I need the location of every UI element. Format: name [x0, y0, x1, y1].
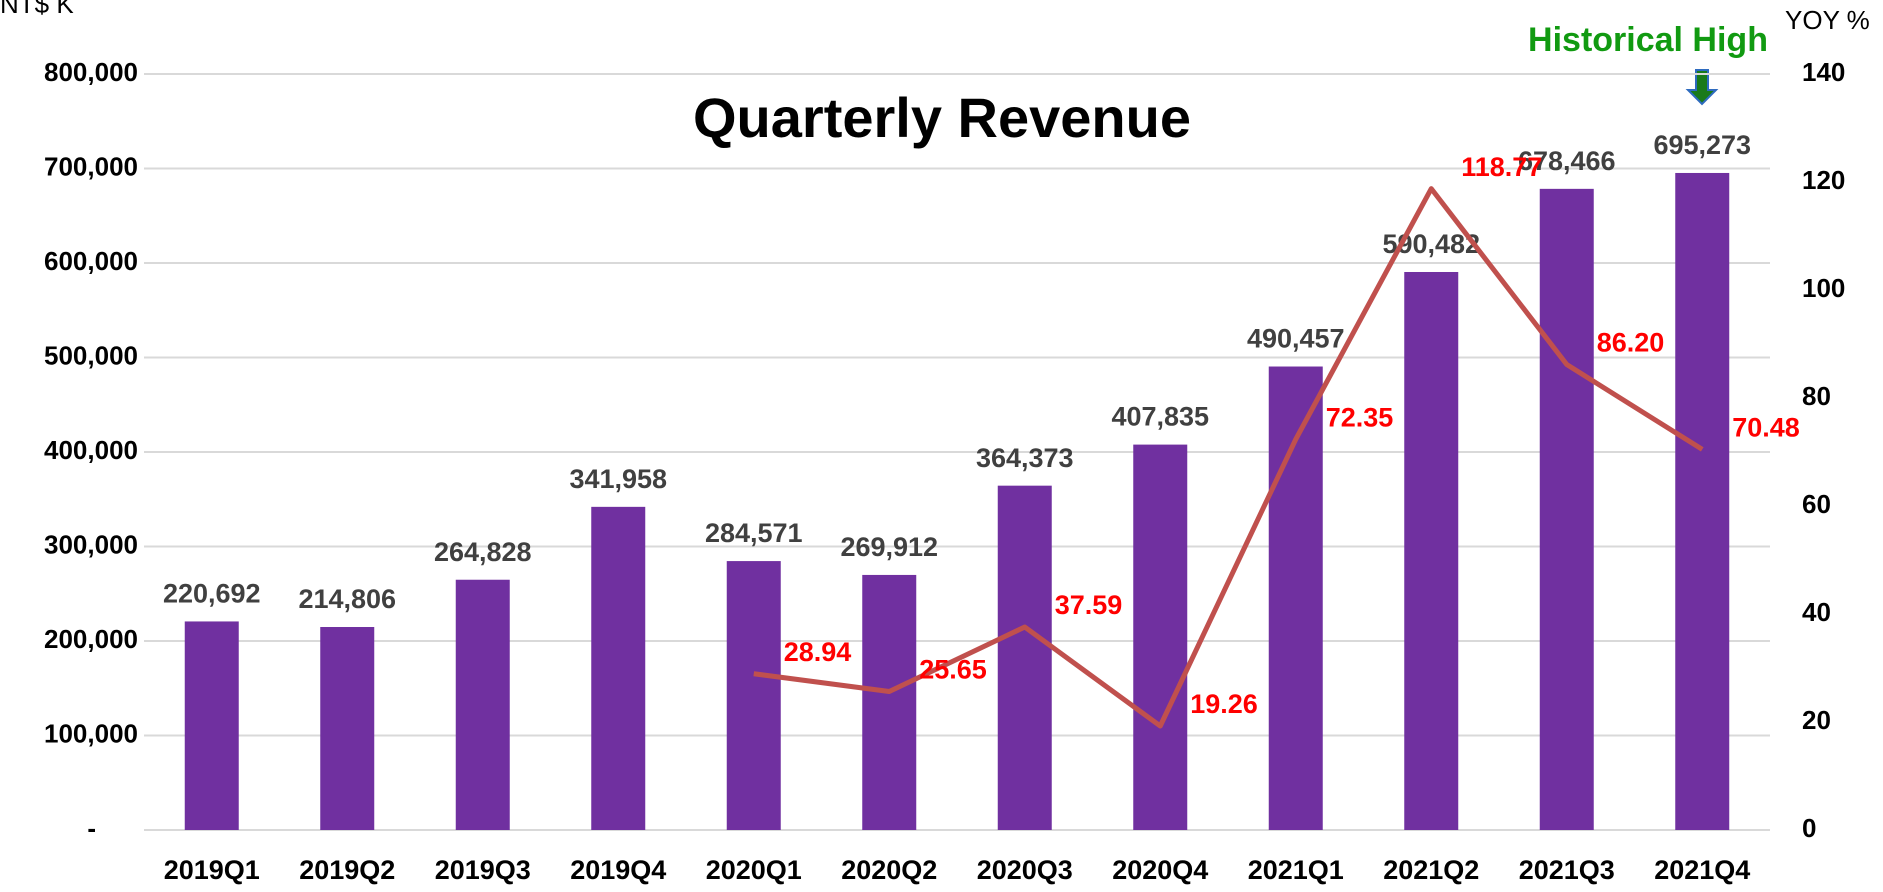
y2-tick-label: 20	[1802, 705, 1831, 735]
line-value-label: 118.77	[1461, 152, 1542, 182]
x-tick-label: 2019Q1	[164, 855, 260, 885]
bar-value-label: 220,692	[163, 579, 261, 609]
x-tick-label: 2019Q3	[435, 855, 531, 885]
bar-value-label: 214,806	[298, 584, 396, 614]
bar-value-label: 269,912	[840, 532, 938, 562]
y-tick-label: 600,000	[44, 246, 138, 276]
bar	[1539, 188, 1594, 831]
bar	[455, 579, 510, 830]
x-tick-label: 2020Q2	[841, 855, 937, 885]
y-tick-label: -	[87, 813, 96, 843]
line-value-label: 25.65	[919, 655, 987, 685]
x-tick-label: 2021Q1	[1248, 855, 1344, 885]
x-tick-label: 2021Q4	[1654, 855, 1750, 885]
line-value-label: 28.94	[784, 637, 852, 667]
y2-tick-label: 40	[1802, 597, 1831, 627]
y2-axis-label: YOY %	[1785, 5, 1870, 35]
y-tick-label: 100,000	[44, 718, 138, 748]
bar	[184, 621, 239, 830]
line	[753, 186, 1704, 729]
bar	[320, 627, 375, 830]
bar	[862, 574, 917, 830]
annotation: Historical High	[1528, 21, 1768, 59]
x-tick-label: 2019Q2	[299, 855, 395, 885]
bar-value-label: 678,466	[1518, 146, 1616, 176]
bar	[1404, 271, 1459, 830]
x-tick-label: 2020Q3	[977, 855, 1073, 885]
y2-tick-label: 0	[1802, 813, 1816, 843]
x-tick-label: 2021Q2	[1383, 855, 1479, 885]
y2-tick-label: 120	[1802, 165, 1845, 195]
y2-tick-label: 140	[1802, 57, 1845, 87]
annotation-arrow	[1685, 69, 1719, 106]
y2-tick-label: 60	[1802, 489, 1831, 519]
line-value-label: 72.35	[1326, 402, 1394, 432]
y-tick-label: 400,000	[44, 435, 138, 465]
x-tick-label: 2021Q3	[1519, 855, 1615, 885]
bar-value-label: 364,373	[976, 443, 1074, 473]
bar	[1675, 172, 1730, 830]
bar	[726, 561, 781, 830]
bar-value-label: 341,958	[569, 464, 667, 494]
x-tick-label: 2019Q4	[570, 855, 666, 885]
x-tick-label: 2020Q4	[1112, 855, 1208, 885]
y-tick-label: 200,000	[44, 624, 138, 654]
line-value-label: 19.26	[1190, 689, 1258, 719]
bar-value-label: 695,273	[1653, 130, 1751, 160]
y-tick-label: 300,000	[44, 529, 138, 559]
line-value-label: 37.59	[1055, 590, 1123, 620]
bar	[997, 485, 1052, 830]
bar-value-label: 407,835	[1111, 402, 1209, 432]
bar-value-label: 264,828	[434, 537, 532, 567]
bar-value-label: 284,571	[705, 518, 803, 548]
y-tick-label: 800,000	[44, 57, 138, 87]
y-tick-label: 700,000	[44, 151, 138, 181]
y2-tick-label: 80	[1802, 381, 1831, 411]
bar	[1133, 444, 1188, 830]
line-value-label: 86.20	[1597, 328, 1665, 358]
y2-tick-label: 100	[1802, 273, 1845, 303]
bar	[591, 506, 646, 830]
bar-value-label: 490,457	[1247, 324, 1345, 354]
chart-title: Quarterly Revenue	[693, 86, 1191, 149]
y-tick-label: 500,000	[44, 340, 138, 370]
x-tick-label: 2020Q1	[706, 855, 802, 885]
line-value-label: 70.48	[1732, 413, 1800, 443]
y-axis-label: NT$ K	[0, 0, 74, 19]
